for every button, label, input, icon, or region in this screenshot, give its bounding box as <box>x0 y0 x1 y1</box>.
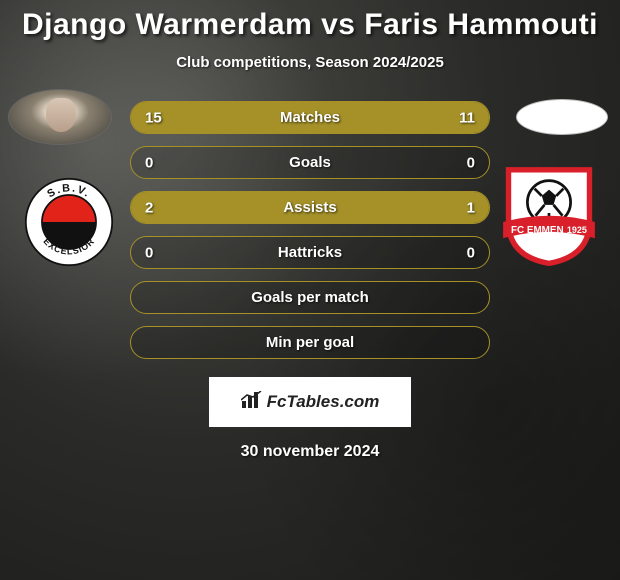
bar-value-right: 0 <box>467 244 475 261</box>
stat-bar: Goals per match <box>130 281 490 314</box>
bar-value-left: 2 <box>145 199 153 216</box>
bar-value-right: 11 <box>459 109 475 126</box>
watermark: FcTables.com <box>209 377 411 427</box>
player-right-avatar <box>516 99 608 135</box>
bar-value-left: 15 <box>145 109 162 126</box>
stat-bar: Matches 15 11 <box>130 101 490 134</box>
bar-label: Matches <box>280 109 340 126</box>
bar-value-left: 0 <box>145 154 153 171</box>
bar-label: Hattricks <box>278 244 342 261</box>
bar-label: Assists <box>283 199 336 216</box>
infographic: Django Warmerdam vs Faris Hammouti Club … <box>0 0 620 580</box>
page-title: Django Warmerdam vs Faris Hammouti <box>22 8 598 42</box>
stats-icon <box>241 391 263 414</box>
stat-bar: Goals 0 0 <box>130 146 490 179</box>
club-right-banner-year: 1925 <box>567 225 587 235</box>
bar-value-left: 0 <box>145 244 153 261</box>
club-left-badge: S.B.V. EXCELSIOR <box>24 177 114 267</box>
subtitle: Club competitions, Season 2024/2025 <box>176 54 444 71</box>
bar-label: Goals <box>289 154 331 171</box>
stat-bar: Hattricks 0 0 <box>130 236 490 269</box>
bar-value-right: 1 <box>467 199 475 216</box>
bar-value-right: 0 <box>467 154 475 171</box>
watermark-text: FcTables.com <box>267 392 380 412</box>
club-right-banner-text: FC EMMEN <box>511 225 564 236</box>
stat-bar: Assists 2 1 <box>130 191 490 224</box>
club-right-badge: FC EMMEN 1925 <box>498 159 600 267</box>
bar-label: Min per goal <box>266 334 354 351</box>
player-left-avatar <box>8 89 112 145</box>
stat-bars: Matches1511Goals00Assists21Hattricks00Go… <box>130 101 490 359</box>
date-label: 30 november 2024 <box>241 443 380 461</box>
bar-label: Goals per match <box>251 289 369 306</box>
stat-bar: Min per goal <box>130 326 490 359</box>
comparison-area: S.B.V. EXCELSIOR FC EMMEN 1925 <box>0 101 620 359</box>
